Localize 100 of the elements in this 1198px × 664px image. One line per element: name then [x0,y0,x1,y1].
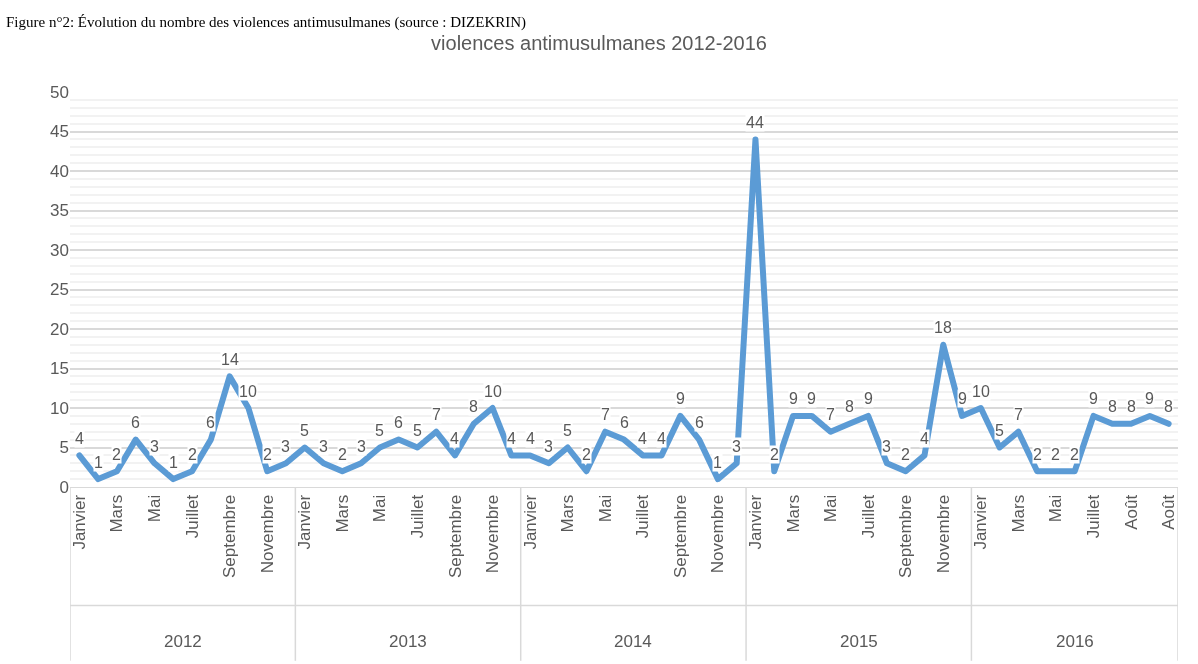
x-tick-label: Septembre [896,494,916,578]
data-label: 14 [221,351,239,368]
data-label: 2 [338,446,347,463]
x-tick-label: Janvier [69,494,89,550]
data-label: 9 [864,390,873,407]
data-label: 9 [789,390,798,407]
data-label: 6 [695,414,704,431]
x-tick-label: Mars [107,494,127,533]
data-label: 6 [620,414,629,431]
data-label: 3 [281,438,290,455]
x-tick-label: Janvier [295,494,315,550]
y-tick-label: 40 [50,161,69,181]
data-label: 5 [413,422,422,439]
y-tick-label: 35 [50,201,69,221]
x-tick-label: Mai [821,494,841,523]
x-tick-label: Août [1121,494,1141,530]
x-tick-label: Mai [370,494,390,523]
x-tick-label: Novembre [483,494,503,574]
data-label: 10 [484,383,502,400]
y-tick-label: 0 [59,477,69,497]
data-label: 5 [563,422,572,439]
chart-title: violences antimusulmanes 2012-2016 [431,32,767,55]
data-label: 9 [676,390,685,407]
y-tick-label: 15 [50,359,69,379]
data-label: 6 [206,414,215,431]
data-label: 2 [1070,446,1079,463]
data-label: 1 [713,454,722,471]
data-label: 2 [582,446,591,463]
text: 2015 [840,632,878,651]
data-label: 1 [169,454,178,471]
data-label: 44 [746,114,764,131]
text: 2013 [389,632,427,651]
data-label: 9 [1145,390,1154,407]
data-label: 9 [807,390,816,407]
data-label: 7 [826,406,835,423]
data-label: 4 [75,430,84,447]
data-label: 2 [112,446,121,463]
x-tick-label: Septembre [445,494,465,578]
data-label: 6 [394,414,403,431]
y-tick-label: 50 [50,82,69,102]
data-label: 4 [507,430,516,447]
data-label: 7 [601,406,610,423]
data-label: 5 [300,422,309,439]
y-tick-label: 5 [59,438,69,458]
data-label: 3 [732,438,741,455]
data-label: 18 [934,319,952,336]
data-label: 3 [882,438,891,455]
text: 2012 [164,632,202,651]
data-label: 8 [1164,398,1173,415]
data-label: 2 [263,446,272,463]
x-tick-label: Novembre [933,494,953,574]
data-label: 4 [657,430,666,447]
data-label: 10 [972,383,990,400]
data-label: 10 [239,383,257,400]
x-tick-label: Janvier [745,494,765,550]
x-tick-label: Septembre [220,494,240,578]
x-tick-label: Novembre [257,494,277,574]
x-tick-label: Mars [558,494,578,533]
text: 2014 [614,632,652,651]
x-tick-label: Juillet [633,494,653,539]
y-tick-label: 25 [50,280,69,300]
x-tick-label: Août [1159,494,1179,530]
data-label: 2 [1051,446,1060,463]
data-label: 9 [1089,390,1098,407]
x-tick-label: Janvier [520,494,540,550]
y-tick-label: 20 [50,319,69,339]
data-label: 3 [319,438,328,455]
data-label: 4 [920,430,929,447]
x-tick-label: Mai [595,494,615,523]
x-tick-label: Juillet [407,494,427,539]
data-label: 4 [450,430,459,447]
data-label: 2 [1033,446,1042,463]
x-tick-label: Janvier [971,494,991,550]
data-label: 8 [845,398,854,415]
x-tick-label: Mai [1046,494,1066,523]
x-tick-label: Juillet [858,494,878,539]
data-label: 7 [432,406,441,423]
x-tick-label: Novembre [708,494,728,574]
data-label: 3 [150,438,159,455]
data-label: 3 [357,438,366,455]
x-tick-label: Mai [145,494,165,523]
y-tick-label: 30 [50,240,69,260]
data-label: 9 [958,390,967,407]
data-label: 6 [131,414,140,431]
data-label: 3 [544,438,553,455]
data-label: 1 [94,454,103,471]
data-label: 2 [188,446,197,463]
data-label: 8 [1108,398,1117,415]
x-tick-label: Septembre [670,494,690,578]
x-tick-label: Mars [1008,494,1028,533]
data-label: 7 [1014,406,1023,423]
text: Figure n°2: Évolution du nombre des violences antimusulmanes (source : DIZEKRIN) [6,14,527,31]
x-tick-label: Mars [783,494,803,533]
y-tick-label: 10 [50,398,69,418]
data-label: 2 [901,446,910,463]
data-label: 5 [375,422,384,439]
data-label: 2 [770,446,779,463]
x-tick-label: Juillet [182,494,202,539]
text: 2016 [1056,632,1094,651]
data-label: 4 [638,430,647,447]
